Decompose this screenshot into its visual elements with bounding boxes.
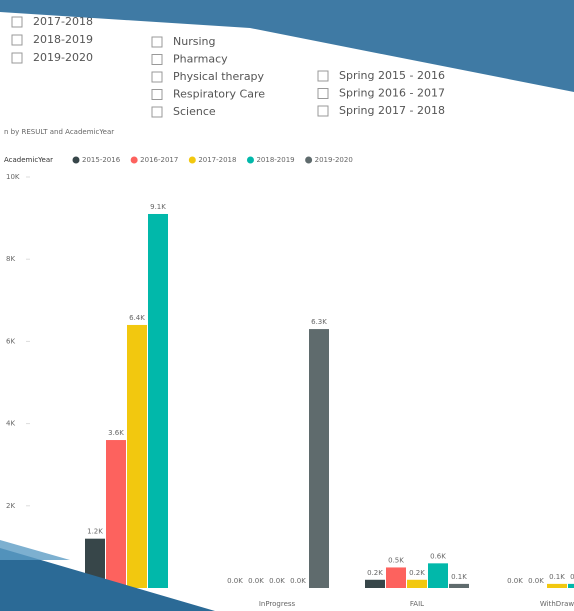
x-tick-label: InProgress: [259, 600, 296, 608]
bar: [449, 583, 469, 588]
bar: [85, 538, 105, 588]
checkbox[interactable]: [317, 70, 329, 82]
data-label: 6.3K: [311, 318, 327, 326]
checkbox[interactable]: [151, 36, 163, 48]
data-label: 9.1K: [150, 203, 166, 211]
legend-swatch: [188, 156, 196, 164]
checkbox[interactable]: [151, 54, 163, 65]
x-tick-label: WithDraw: [540, 600, 574, 608]
bar: [407, 579, 427, 588]
data-label: 0.5K: [388, 556, 404, 564]
checkbox[interactable]: [11, 34, 23, 46]
y-tick-label: 10K: [6, 173, 20, 181]
data-label: 0.0K: [227, 577, 243, 585]
legend-label: 2016-2017: [140, 156, 178, 164]
bar: [547, 583, 567, 588]
data-label: 0.0K: [507, 577, 523, 585]
data-label: 0.1K: [549, 573, 565, 581]
checkbox[interactable]: [151, 89, 163, 100]
data-label: 1.2K: [87, 528, 103, 536]
legend-swatch: [246, 156, 254, 164]
bar: [309, 329, 329, 588]
slicer-item: 2017-2018: [33, 15, 93, 28]
legend-label: 2015-2016: [82, 156, 121, 164]
legend-label: 2017-2018: [198, 156, 236, 164]
data-label: 0.6K: [430, 552, 446, 560]
data-label: 0.2K: [409, 569, 425, 577]
data-label: 0.0K: [269, 577, 285, 585]
data-label: 0.0K: [528, 577, 544, 585]
checkbox[interactable]: [11, 16, 23, 28]
legend-label: 2019-2020: [315, 156, 353, 164]
checkbox[interactable]: [11, 52, 23, 64]
bar: [148, 213, 168, 589]
bar: [428, 563, 448, 588]
legend-swatch: [305, 156, 313, 164]
bar: [365, 579, 385, 588]
bar: [386, 567, 406, 588]
data-label: 0.0K: [290, 577, 306, 585]
data-label: 0.1K: [570, 573, 574, 581]
data-label: 0.0K: [248, 577, 264, 585]
data-label: 0.1K: [451, 573, 467, 581]
slicer-item: Science: [173, 105, 216, 118]
checkbox[interactable]: [151, 71, 163, 83]
bar: [568, 583, 574, 588]
checkbox[interactable]: [151, 106, 163, 118]
slicer-item: Respiratory Care: [173, 88, 265, 101]
slicer-item: 2018-2019: [33, 33, 93, 46]
checkbox[interactable]: [317, 88, 329, 99]
chart-title: n by RESULT and AcademicYear: [4, 128, 114, 136]
slicer-item: Spring 2017 - 2018: [339, 104, 445, 117]
slicer-item: Spring 2015 - 2016: [339, 69, 445, 82]
legend-swatch: [72, 156, 80, 164]
checkbox[interactable]: [317, 105, 329, 117]
data-label: 6.4K: [129, 314, 145, 322]
bar: [127, 324, 147, 588]
data-label: 3.6K: [108, 429, 124, 437]
slicer-item: Nursing: [173, 35, 215, 48]
y-tick-label: 2K: [6, 502, 15, 510]
slicer-item: 2019-2020: [33, 51, 93, 64]
legend-swatch: [130, 156, 138, 164]
slicer-item: Pharmacy: [173, 53, 228, 66]
y-tick-label: 6K: [6, 337, 15, 345]
bar: [106, 440, 126, 588]
slicer-item: Physical therapy: [173, 70, 265, 83]
legend-title: AcademicYear: [4, 156, 53, 164]
y-tick-label: 4K: [6, 420, 15, 428]
data-label: 0.2K: [367, 569, 383, 577]
legend-label: 2018-2019: [256, 156, 294, 164]
y-tick-label: 8K: [6, 255, 15, 263]
x-tick-label: FAIL: [410, 600, 424, 608]
slicer-item: Spring 2016 - 2017: [339, 87, 445, 100]
